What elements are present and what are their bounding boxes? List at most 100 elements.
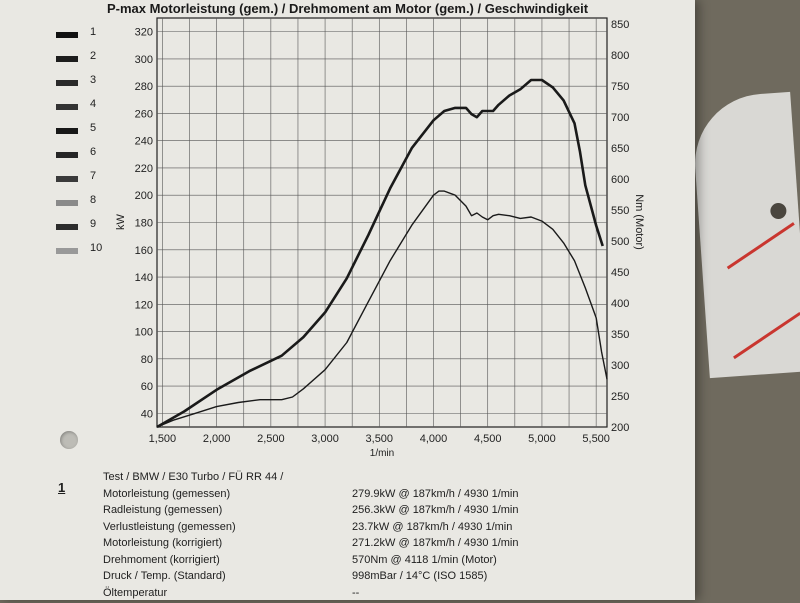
legend-swatch [56,128,78,134]
legend-item: 2 [56,50,116,70]
x-tick-labels: 1,500 2,000 2,500 3,000 3,500 4,000 4,500 5,000… [149,433,610,445]
x-tick-label: 3,000 [311,433,339,445]
y2-tick-label: 800 [611,50,629,62]
y2-tick-label: 450 [611,267,629,279]
legend-item: 3 [56,74,116,94]
legend-label: 10 [90,242,103,254]
info-label: Verlustleistung (gemessen) [103,520,236,533]
y-tick-label: 120 [135,299,153,311]
y-tick-label: 220 [135,163,153,175]
legend-item: 7 [56,170,116,190]
legend-label: 7 [90,170,97,182]
legend-label: 6 [90,146,97,158]
x-tick-label: 5,500 [582,433,610,445]
legend-item: 10 [56,242,116,262]
x-tick-label: 4,000 [420,433,448,445]
legend-label: 5 [90,122,97,134]
x-tick-label: 2,000 [203,433,231,445]
background-card [690,91,800,379]
x-tick-label: 5,000 [528,433,556,445]
info-label: Test / BMW / E30 Turbo / FÜ RR 44 / [103,471,284,483]
info-label: Motorleistung (gemessen) [103,487,231,500]
legend-label: 2 [90,50,97,62]
y-tick-label: 100 [135,327,153,339]
legend-swatch [56,224,78,230]
x-axis-label: 1/min [370,448,394,459]
legend-swatch [56,32,78,38]
info-value: 279.9kW @ 187km/h / 4930 1/min [352,487,519,500]
y-tick-label: 60 [141,381,153,393]
y2-tick-label: 850 [611,19,629,31]
y2-tick-label: 250 [611,391,629,403]
x-tick-label: 2,500 [257,433,285,445]
info-label: Druck / Temp. (Standard) [103,570,226,582]
y-tick-label: 260 [135,108,153,120]
info-label: Motorleistung (korrigiert) [103,537,223,549]
y-tick-label: 320 [135,27,153,39]
power-line [156,190,608,428]
info-value: 271.2kW @ 187km/h / 4930 1/min [352,537,519,549]
legend-label: 8 [90,194,97,206]
legend-swatch [56,80,78,86]
legend-swatch [56,104,78,110]
chart-title: P-max Motorleistung (gem.) / Drehmoment … [106,1,589,16]
card-stripe [733,311,800,360]
y2-tick-label: 550 [611,205,629,217]
y2-tick-label: 400 [611,298,629,310]
chart: 40 60 80 100 120 140 160 180 200 220 240 260 280 300 3… [115,17,645,459]
y2-tick-label: 650 [611,143,629,155]
legend-swatch [56,200,78,206]
legend-swatch [56,176,78,182]
test-info: 1 Test / BMW / E30 Turbo / FÜ RR 44 / Mot… [0,468,695,600]
legend-item: 5 [56,122,116,142]
y-tick-label: 300 [135,54,153,66]
info-value: 570Nm @ 4118 1/min (Motor) [352,553,497,566]
legend-item: 9 [56,218,116,238]
info-value: 998mBar / 14°C (ISO 1585) [352,570,488,582]
y2-tick-labels: 200 250 300 350 400 450 500 550 600 650 700 750 800 8… [611,19,629,434]
legend-label: 3 [90,74,97,86]
info-label: Drehmoment (korrigiert) [103,553,220,566]
card-hole [769,202,787,220]
legend-swatch [56,248,78,254]
legend-swatch [56,152,78,158]
grid [156,17,608,428]
x-tick-label: 1,500 [149,433,177,445]
y2-tick-label: 750 [611,81,629,93]
y-tick-label: 160 [135,245,153,257]
card-stripe [726,222,795,270]
y-tick-label: 280 [135,81,153,93]
x-tick-label: 4,500 [474,433,502,445]
series-lines [156,78,608,429]
y2-tick-label: 700 [611,112,629,124]
legend-item: 4 [56,98,116,118]
y2-tick-label: 300 [611,360,629,372]
legend-label: 9 [90,218,97,230]
x-tick-label: 3,500 [366,433,394,445]
y-tick-label: 80 [141,354,153,366]
info-value: 256.3kW @ 187km/h / 4930 1/min [352,504,519,516]
legend-item: 6 [56,146,116,166]
legend-label: 1 [90,26,97,38]
printout-page: P-max Motorleistung (gem.) / Drehmoment … [0,0,695,600]
y-tick-label: 40 [141,408,153,420]
y-tick-label: 200 [135,190,153,202]
punch-hole [60,431,78,449]
info-value: -- [352,586,360,599]
y2-tick-label: 500 [611,236,629,248]
y-tick-labels: 40 60 80 100 120 140 160 180 200 220 240 260 280 300 3… [135,27,153,421]
y2-axis-label: Nm (Motor) [633,194,645,250]
y2-tick-label: 350 [611,329,629,341]
y2-tick-label: 600 [611,174,629,186]
legend-item: 8 [56,194,116,214]
info-value: 23.7kW @ 187km/h / 4930 1/min [352,520,513,533]
y-tick-label: 180 [135,218,153,230]
legend-label: 4 [90,98,97,110]
y-axis-label: kW [115,213,127,230]
y2-tick-label: 200 [611,422,629,434]
info-label: Radleistung (gemessen) [103,504,223,516]
torque-line [156,78,604,429]
test-number: 1 [58,480,66,495]
y-tick-label: 240 [135,136,153,148]
y-tick-label: 140 [135,272,153,284]
